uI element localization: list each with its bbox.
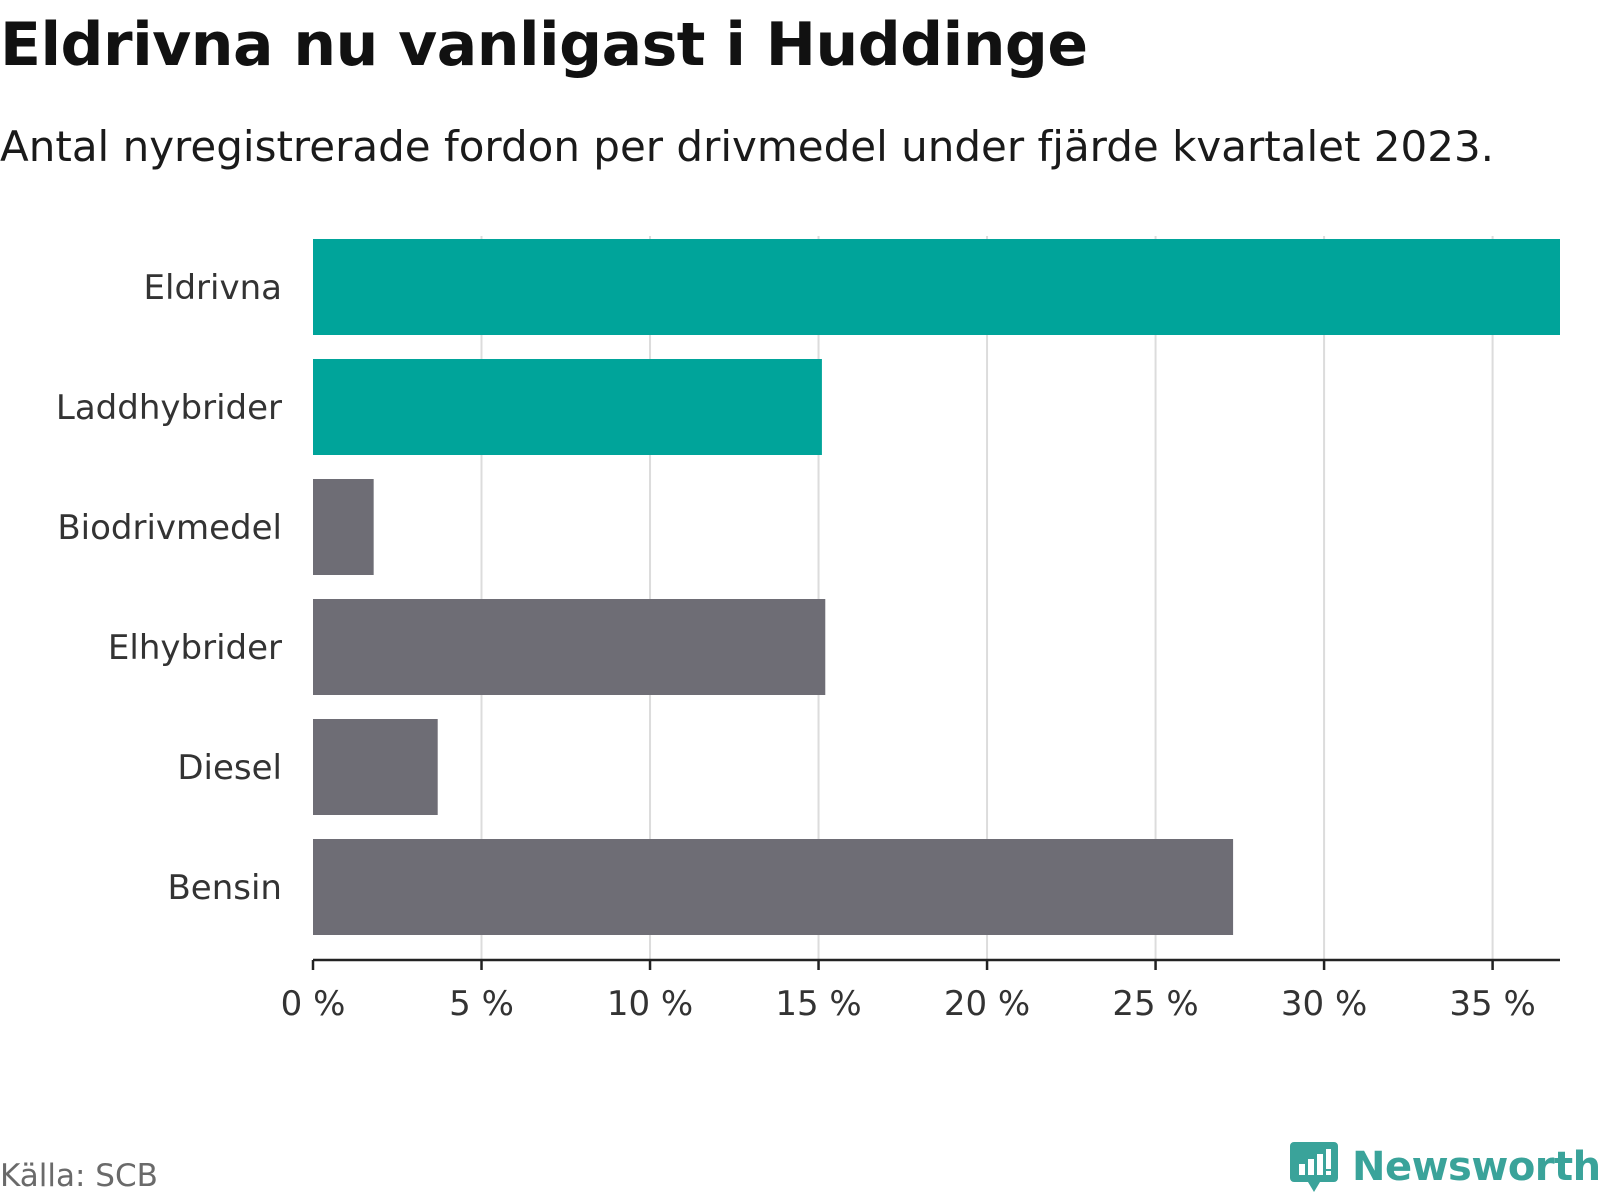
category-label: Eldrivna — [144, 268, 282, 308]
brand-name: Newsworthy — [1352, 1144, 1600, 1190]
bar-bensin — [313, 839, 1234, 935]
newsworthy-logo-icon — [1290, 1142, 1338, 1192]
bar-diesel — [313, 719, 438, 815]
x-tick-label: 5 % — [449, 984, 514, 1024]
x-tick-label: 20 % — [944, 984, 1030, 1024]
bar-chart: Eldrivna Laddhybrider Biodrivmedel Elhybrid… — [56, 236, 1560, 1024]
category-label: Biodrivmedel — [57, 508, 282, 548]
bar-laddhybrider — [313, 359, 822, 455]
chart-title: Eldrivna nu vanligast i Huddinge — [0, 10, 1088, 80]
x-tick-label: 30 % — [1281, 984, 1367, 1024]
category-label: Laddhybrider — [56, 388, 282, 428]
x-tick-label: 35 % — [1449, 984, 1535, 1024]
brand-logo: Newsworthy — [1290, 1140, 1600, 1194]
category-label: Bensin — [167, 868, 282, 908]
x-tick-label: 15 % — [775, 984, 861, 1024]
x-tick-label: 0 % — [281, 984, 346, 1024]
chart-subtitle: Antal nyregistrerade fordon per drivmede… — [0, 122, 1495, 171]
bar-elhybrider — [313, 599, 826, 695]
x-tick-label: 10 % — [607, 984, 693, 1024]
x-tick-label: 25 % — [1112, 984, 1198, 1024]
category-label: Elhybrider — [108, 628, 282, 668]
bar-biodrivmedel — [313, 479, 374, 575]
bar-eldrivna — [313, 239, 1560, 335]
source-note: Källa: SCB — [0, 1158, 158, 1194]
category-label: Diesel — [177, 748, 282, 788]
